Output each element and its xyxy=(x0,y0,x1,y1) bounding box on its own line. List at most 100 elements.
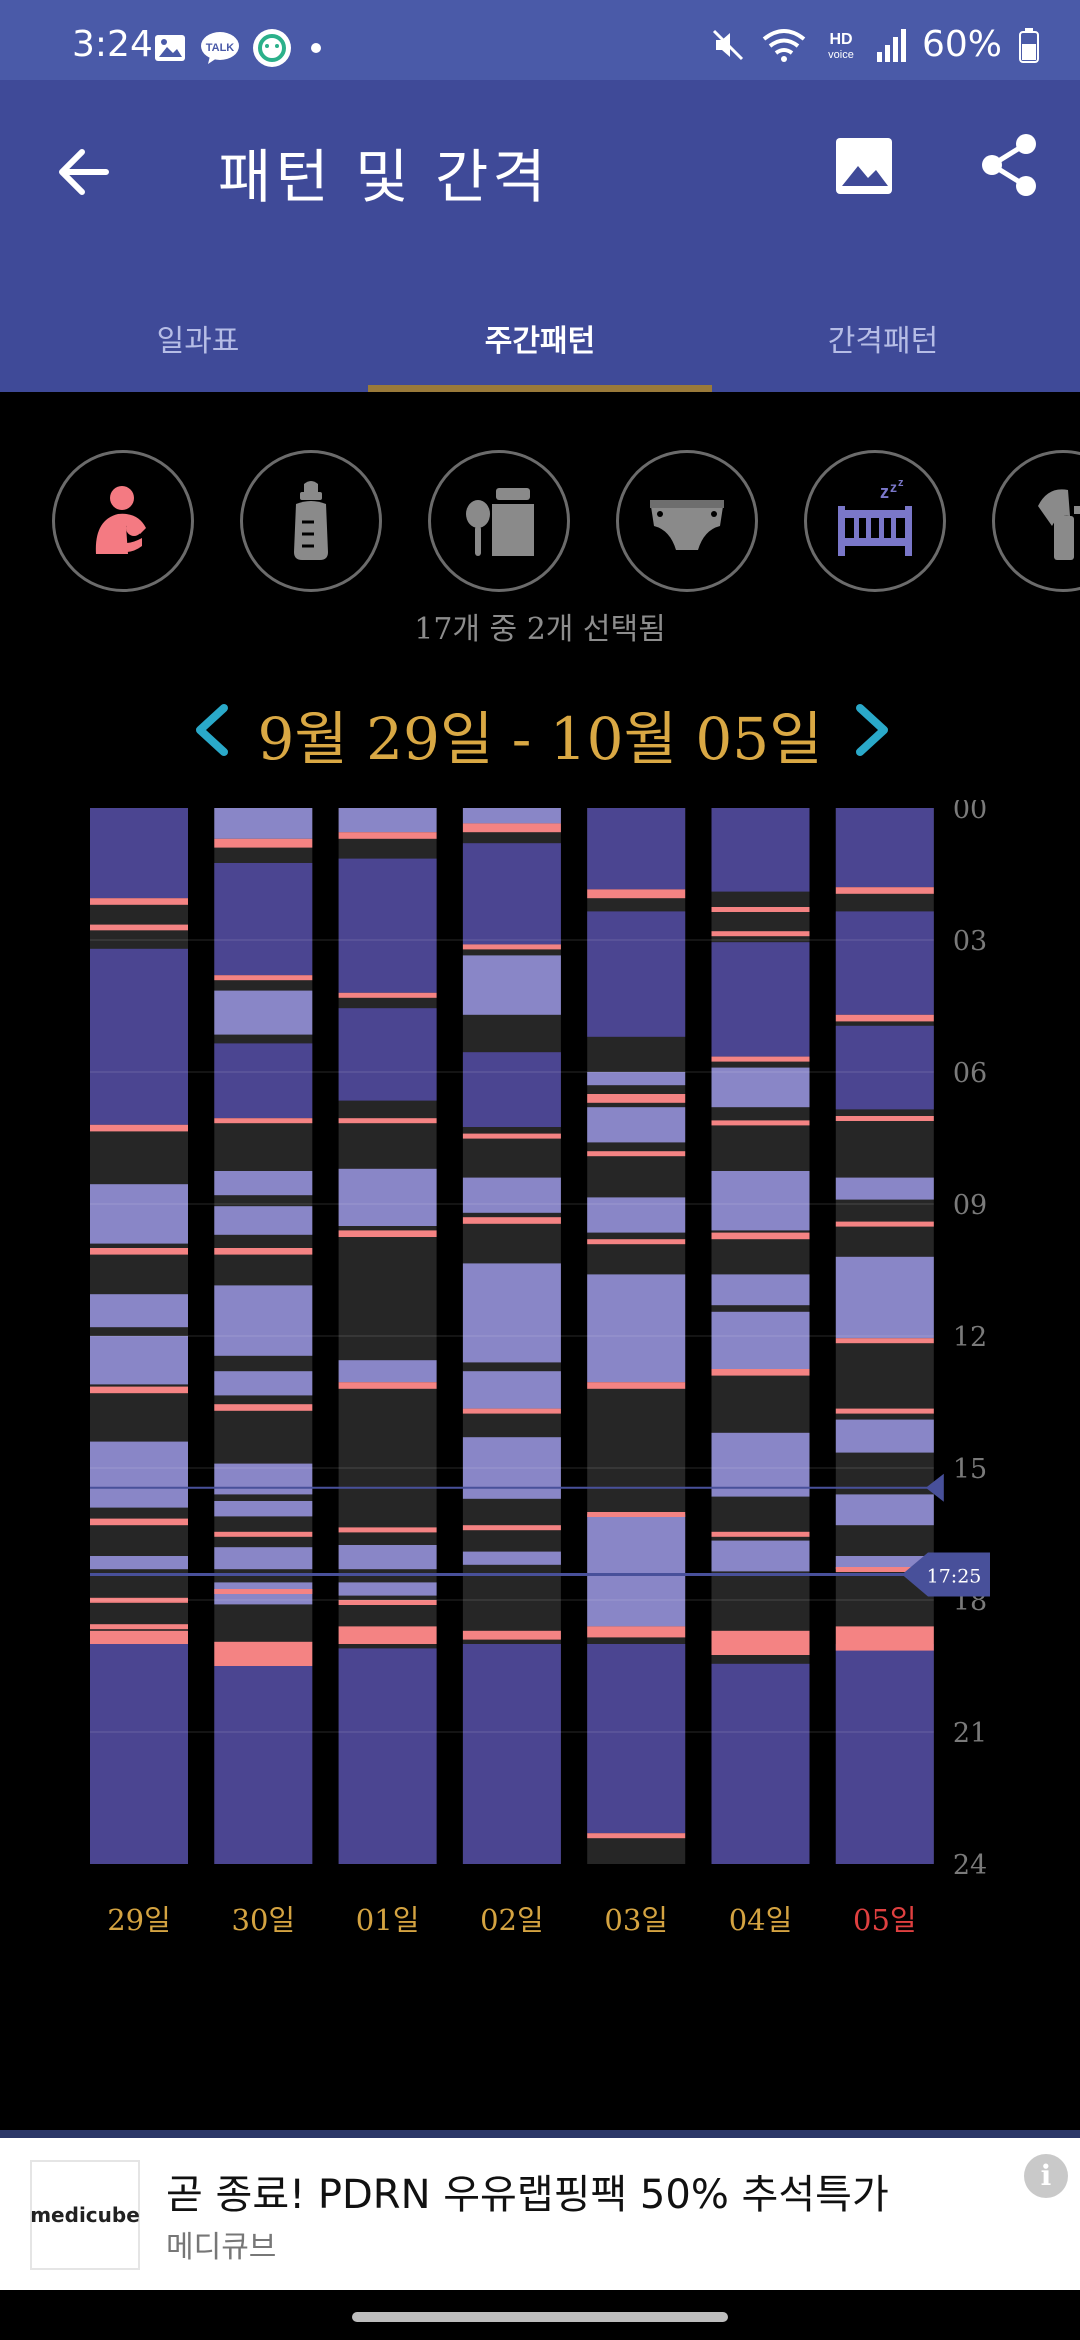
feed-block xyxy=(711,1056,810,1062)
next-week-chevron-icon[interactable] xyxy=(848,700,896,760)
filter-nursing[interactable] xyxy=(52,450,194,592)
date-range-navigator: 9월 29일 - 10월 05일 xyxy=(0,686,1080,776)
sleep-block xyxy=(214,808,313,839)
sleep-block xyxy=(338,1360,437,1383)
wifi-icon xyxy=(762,28,806,62)
sleep-block xyxy=(214,1501,313,1517)
tab-weekly-pattern[interactable]: 주간패턴 xyxy=(484,324,596,359)
day-column xyxy=(587,808,686,1864)
ad-logo-text: medicube xyxy=(30,2203,140,2227)
feed-block xyxy=(587,1512,686,1517)
feed-block xyxy=(587,1626,686,1638)
feed-block xyxy=(462,823,561,833)
date-range-label: 9월 29일 - 10월 05일 xyxy=(257,705,823,773)
sleep-block xyxy=(587,1107,686,1143)
feed-block xyxy=(338,832,437,839)
hd-label: HD xyxy=(829,31,852,48)
sleep-block xyxy=(338,1582,437,1596)
sleep-block xyxy=(462,1052,561,1127)
feed-block xyxy=(711,1232,810,1240)
page-title: 패턴 및 간격 xyxy=(218,143,550,211)
day-label: 01일 xyxy=(356,1903,420,1937)
day-column xyxy=(835,808,934,1864)
sleep-block xyxy=(462,955,561,1015)
pump-icon xyxy=(1038,489,1080,560)
feed-block xyxy=(587,1382,686,1389)
back-arrow-icon[interactable] xyxy=(48,136,120,208)
sleep-block xyxy=(835,1494,934,1526)
feed-block xyxy=(90,1597,188,1603)
feed-block xyxy=(214,1404,313,1411)
y-tick-label: 12 xyxy=(953,1322,987,1353)
feed-block xyxy=(835,1221,934,1227)
sleep-block xyxy=(462,1371,561,1409)
sleep-block xyxy=(214,1206,313,1235)
filter-bottle[interactable] xyxy=(240,450,382,592)
feed-block xyxy=(90,898,188,905)
feed-block xyxy=(587,1094,686,1103)
sleep-block xyxy=(214,1666,313,1864)
feed-block xyxy=(214,838,313,848)
sleep-block xyxy=(587,911,686,1037)
sleep-block xyxy=(214,863,313,976)
ad-info-icon[interactable]: i xyxy=(1024,2154,1068,2198)
previous-week-chevron-icon[interactable] xyxy=(188,700,236,760)
feed-block xyxy=(338,1230,437,1237)
sleep-block xyxy=(835,1025,934,1110)
sleep-block xyxy=(711,1171,810,1231)
sleep-block xyxy=(835,1419,934,1453)
ad-banner[interactable]: medicube 곧 종료! PDRN 우유랩핑팩 50% 추석특가 메디큐브 … xyxy=(0,2130,1080,2298)
feed-block xyxy=(90,1624,188,1630)
day-label: 04일 xyxy=(729,1903,793,1937)
tab-interval-pattern[interactable]: 간격패턴 xyxy=(827,324,939,359)
svg-text:z: z xyxy=(890,479,897,495)
y-tick-label: 15 xyxy=(953,1454,987,1485)
voice-label: voice xyxy=(828,49,854,61)
feed-block xyxy=(462,1133,561,1139)
feed-block xyxy=(90,1124,188,1132)
y-tick-label: 21 xyxy=(953,1718,987,1749)
feed-block xyxy=(587,889,686,899)
home-gesture-handle[interactable] xyxy=(352,2312,728,2322)
selected-count-text: 17개 중 2개 선택됨 xyxy=(414,612,666,647)
sleep-block xyxy=(214,1285,313,1356)
sleep-block xyxy=(462,1263,561,1363)
svg-text:z: z xyxy=(898,477,904,489)
feed-block xyxy=(462,1408,561,1414)
filter-pump[interactable] xyxy=(992,450,1080,592)
ad-brand: 메디큐브 xyxy=(166,2230,277,2265)
sleep-block xyxy=(711,1540,810,1572)
feed-block xyxy=(711,1531,810,1537)
filter-baby-food[interactable] xyxy=(428,450,570,592)
tab-daily-schedule[interactable]: 일과표 xyxy=(156,324,240,359)
sleep-block xyxy=(711,1311,810,1369)
bottle-icon xyxy=(294,481,328,560)
day-label: 29일 xyxy=(107,1903,171,1937)
day-label: 03일 xyxy=(604,1903,668,1937)
sleep-block xyxy=(711,1067,810,1108)
sleep-block xyxy=(214,990,313,1035)
day-column xyxy=(214,808,313,1864)
y-tick-label: 09 xyxy=(953,1190,987,1221)
feed-block xyxy=(835,887,934,894)
feed-block xyxy=(214,1589,313,1594)
battery-icon xyxy=(1019,27,1039,63)
baby-food-icon xyxy=(466,488,534,556)
image-save-icon[interactable] xyxy=(832,134,896,198)
sleep-block xyxy=(835,808,934,888)
share-icon[interactable] xyxy=(974,130,1044,200)
sleep-block xyxy=(711,1432,810,1497)
feed-block xyxy=(338,992,437,998)
feed-block xyxy=(462,944,561,950)
day-column xyxy=(338,808,437,1864)
filter-diaper[interactable] xyxy=(616,450,758,592)
feed-block xyxy=(835,1014,934,1022)
status-time: 3:24 xyxy=(72,24,153,65)
weekly-pattern-chart: 29일 30일 01일 02일 03일 04일 05일0003060912151821241… xyxy=(90,800,990,1937)
sleep-block xyxy=(835,1644,934,1864)
y-tick-label: 24 xyxy=(953,1850,987,1881)
feed-block xyxy=(835,1408,934,1414)
sleep-block xyxy=(462,1177,561,1213)
